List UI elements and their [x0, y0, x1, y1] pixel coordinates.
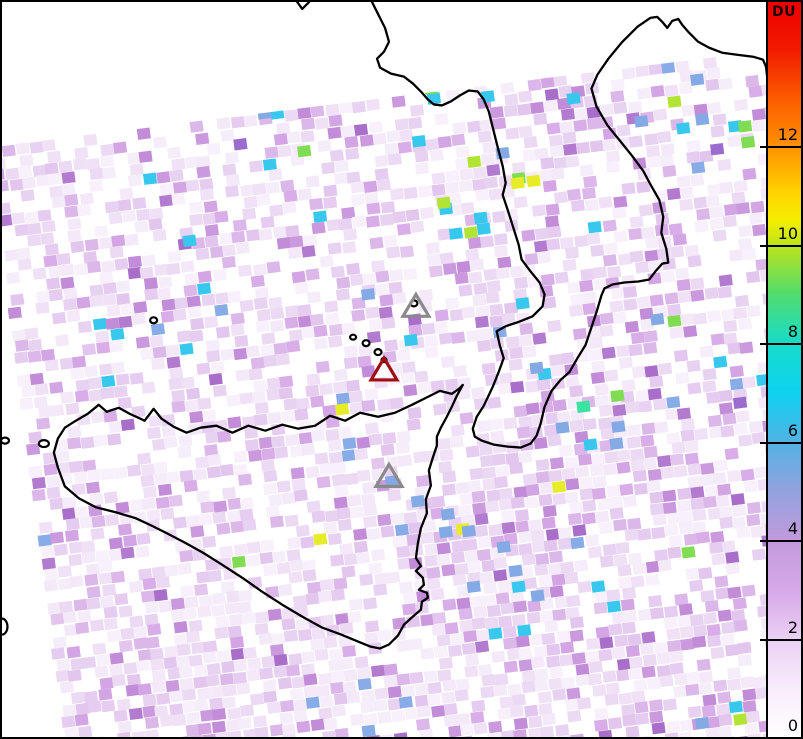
- colorbar-title: DU: [772, 4, 796, 20]
- colorbar-gradient: [768, 2, 801, 737]
- colorbar-tick: [760, 146, 801, 149]
- island: [2, 617, 9, 636]
- colorbar: DU 12 10 8 6 4 2 0: [760, 0, 803, 739]
- coastlines: [52, 2, 767, 650]
- colorbar-tick-label: 2: [787, 617, 798, 637]
- island: [348, 333, 358, 341]
- island: [149, 316, 159, 325]
- island: [37, 439, 50, 449]
- coastline-sicily: [52, 383, 464, 650]
- colorbar-tick: [760, 441, 801, 444]
- volcano-marker: [368, 354, 400, 382]
- colorbar-inner: DU 12 10 8 6 4 2 0: [760, 2, 801, 737]
- island: [373, 348, 383, 357]
- island: [2, 436, 11, 445]
- colorbar-tick: [760, 244, 801, 247]
- colorbar-tick-label: 10: [777, 223, 798, 243]
- volcano-marker: [373, 461, 405, 488]
- volcano-marker: [400, 291, 432, 318]
- volcano-markers: [368, 291, 432, 488]
- colorbar-tick-label: 0: [787, 715, 798, 735]
- colorbar-tick-label: 12: [777, 125, 798, 145]
- data-swath: [2, 56, 767, 737]
- colorbar-tick-label: 4: [787, 519, 798, 539]
- colorbar-tick-label: 8: [787, 322, 798, 342]
- island: [361, 339, 371, 348]
- map-canvas: [0, 0, 767, 739]
- colorbar-tick: [760, 638, 801, 641]
- heatmap-mosaic: [2, 56, 767, 737]
- coastline-cape-top: [296, 2, 311, 11]
- colorbar-tick: [760, 343, 801, 346]
- colorbar-tick-label: 6: [787, 420, 798, 440]
- colorbar-tick: [760, 540, 801, 543]
- coastline-mainland-calabria: [370, 2, 767, 449]
- map-svg: [2, 2, 767, 737]
